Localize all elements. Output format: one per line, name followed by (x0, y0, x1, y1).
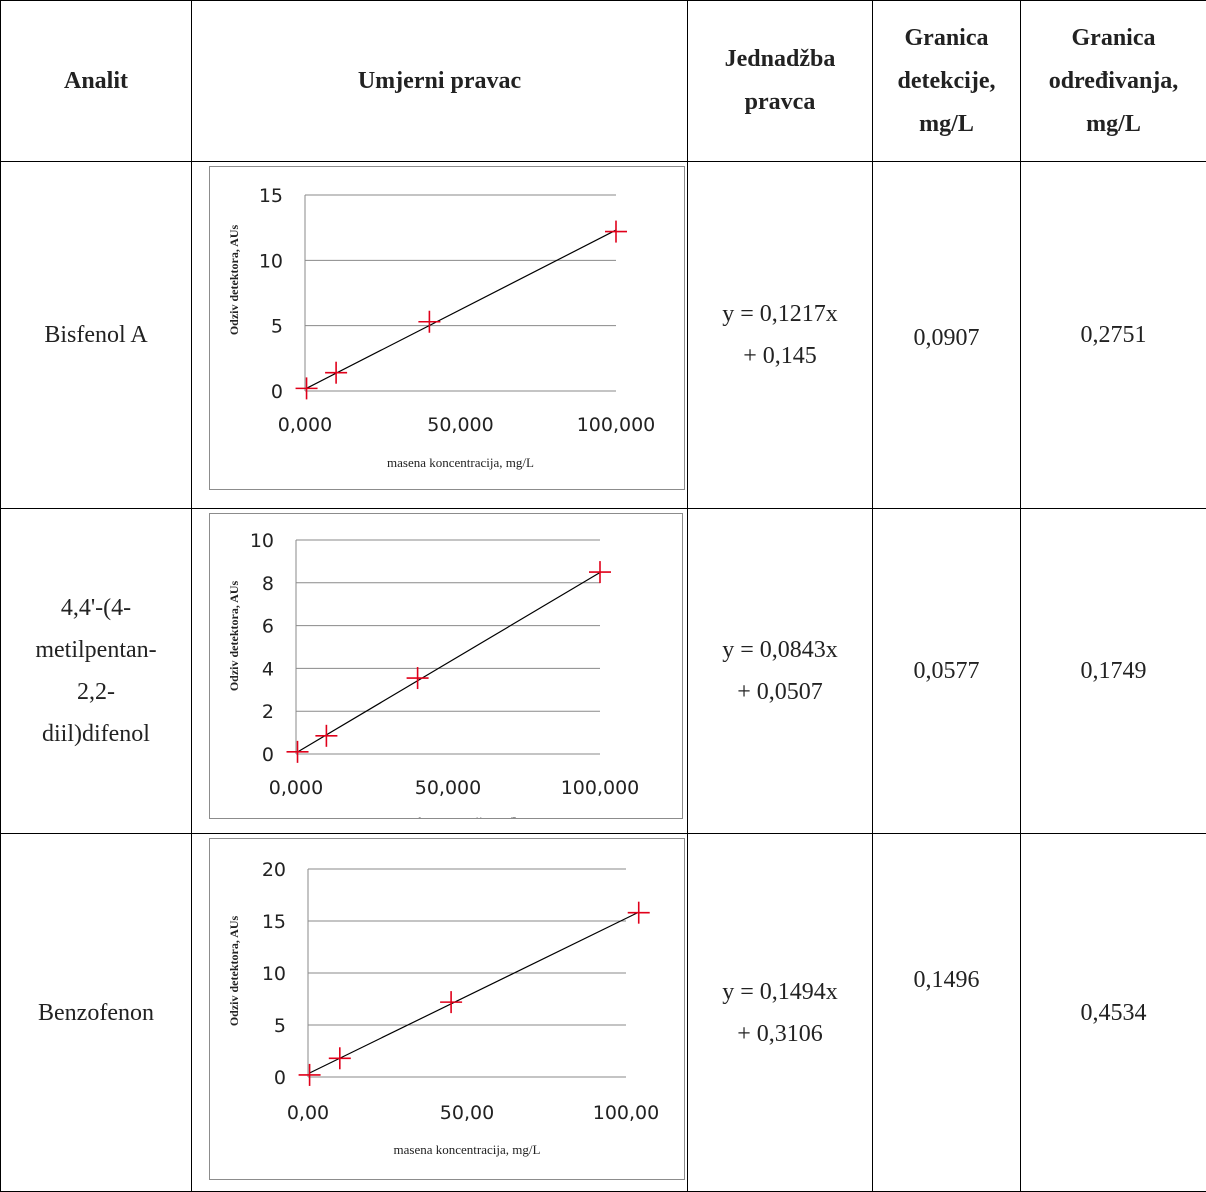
equation-cell: y = 0,1494x + 0,3106 (688, 834, 873, 1192)
x-tick-label: 0,000 (278, 414, 332, 436)
trendline (298, 573, 600, 753)
data-point (589, 561, 611, 583)
y-tick-label: 4 (262, 658, 274, 680)
x-tick-label: 50,00 (440, 1102, 494, 1124)
y-tick-label: 10 (259, 250, 283, 272)
header-equation: Jednadžba pravca (688, 1, 873, 162)
data-point (440, 991, 462, 1013)
loq-cell: 0,4534 (1021, 834, 1206, 1192)
header-row: Analit Umjerni pravac Jednadžba pravca G… (1, 1, 1206, 162)
x-tick-label: 0,00 (287, 1102, 329, 1124)
table-row: Bisfenol A 0 5 10 15 0,000 50,000 100,000 masen… (1, 162, 1206, 509)
y-tick-label: 5 (274, 1015, 286, 1037)
y-tick-label: 0 (274, 1067, 286, 1089)
loq-cell: 0,2751 (1021, 162, 1206, 509)
calibration-chart-svg: 0 5 10 15 0,000 50,000 100,000 masena koncentra… (210, 167, 684, 489)
header-analyte: Analit (1, 1, 192, 162)
lod-cell: 0,1496 (873, 834, 1021, 1192)
data-point (329, 1047, 351, 1069)
calibration-chart-svg: 0 5 10 15 20 0,00 50,00 100,00 masena koncentrac… (210, 839, 684, 1179)
table-row: 4,4'-(4- metilpentan- 2,2- diil)difenol … (1, 509, 1206, 834)
chart-cell: 0 5 10 15 0,000 50,000 100,000 masena koncentra… (192, 162, 688, 509)
x-tick-label: 0,000 (269, 777, 323, 799)
analyte-name: Benzofenon (1, 834, 192, 1192)
trendline (310, 912, 639, 1073)
data-point (605, 221, 627, 243)
y-tick-label: 15 (259, 185, 283, 207)
y-axis-label: Odziv detektora, AUs (227, 225, 241, 336)
lod-value: 0,1496 (873, 834, 1020, 1001)
y-tick-label: 20 (262, 859, 286, 881)
calibration-chart: 0 5 10 15 0,000 50,000 100,000 masena koncentra… (209, 166, 685, 490)
x-tick-label: 100,000 (561, 777, 640, 799)
data-point (628, 902, 650, 924)
y-tick-label: 0 (271, 381, 283, 403)
data-point (299, 1064, 321, 1086)
data-point (315, 725, 337, 747)
equation-cell: y = 0,0843x + 0,0507 (688, 509, 873, 834)
x-tick-label: 50,000 (415, 777, 481, 799)
x-axis-label: masena koncentracija, mg/L (387, 455, 534, 470)
y-tick-label: 10 (250, 530, 274, 552)
header-lod: Granica detekcije, mg/L (873, 1, 1021, 162)
y-tick-label: 0 (262, 744, 274, 766)
data-point (287, 741, 309, 763)
loq-cell: 0,1749 (1021, 509, 1206, 834)
lod-cell: 0,0907 (873, 162, 1021, 509)
y-tick-label: 8 (262, 573, 274, 595)
x-axis-label: masena koncentracija, mg/L (394, 1142, 541, 1157)
y-axis-label: Odziv detektora, AUs (227, 916, 241, 1027)
chart-cell: 0 5 10 15 20 0,00 50,00 100,00 masena koncentrac… (192, 834, 688, 1192)
equation-cell: y = 0,1217x + 0,145 (688, 162, 873, 509)
x-tick-label: 100,000 (577, 414, 656, 436)
lod-value: 0,0907 (873, 162, 1020, 359)
table-row: Benzofenon 0 5 10 15 20 0,00 50,00 100,00 masena… (1, 834, 1206, 1192)
y-tick-label: 6 (262, 616, 274, 638)
analyte-name: 4,4'-(4- metilpentan- 2,2- diil)difenol (1, 509, 192, 834)
data-point (296, 377, 318, 399)
x-axis-label: masena koncentracija mg/L (376, 814, 520, 818)
y-tick-label: 10 (262, 963, 286, 985)
y-tick-label: 2 (262, 701, 274, 723)
lod-cell: 0,0577 (873, 509, 1021, 834)
y-tick-label: 5 (271, 316, 283, 338)
analyte-name: Bisfenol A (1, 162, 192, 509)
x-tick-label: 100,00 (593, 1102, 659, 1124)
y-tick-label: 15 (262, 911, 286, 933)
trendline (307, 230, 616, 388)
header-calibration-curve: Umjerni pravac (192, 1, 688, 162)
header-loq: Granica određivanja, mg/L (1021, 1, 1206, 162)
y-axis-label: Odziv detektora, AUs (227, 581, 241, 692)
x-tick-label: 50,000 (427, 414, 493, 436)
calibration-chart: 0 5 10 15 20 0,00 50,00 100,00 masena koncentrac… (209, 838, 685, 1180)
data-point (325, 362, 347, 384)
